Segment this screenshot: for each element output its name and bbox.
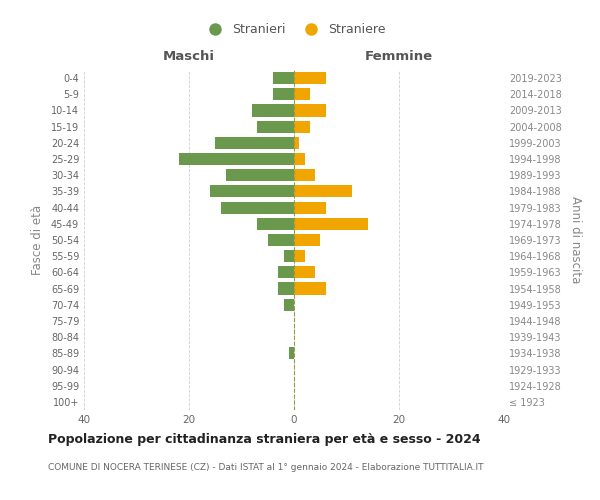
Bar (294, 202, 325, 213)
Bar (294, 266, 315, 278)
Bar (252, 104, 294, 117)
Bar (268, 234, 294, 246)
Bar (284, 250, 294, 262)
Bar (257, 218, 294, 230)
Bar (278, 266, 294, 278)
Bar (294, 72, 325, 84)
Text: Popolazione per cittadinanza straniera per età e sesso - 2024: Popolazione per cittadinanza straniera p… (48, 432, 481, 446)
Bar (226, 169, 294, 181)
Bar (273, 88, 294, 101)
Bar (294, 250, 305, 262)
Bar (294, 120, 310, 132)
Bar (294, 186, 352, 198)
Text: Femmine: Femmine (365, 50, 433, 62)
Text: COMUNE DI NOCERA TERINESE (CZ) - Dati ISTAT al 1° gennaio 2024 - Elaborazione TU: COMUNE DI NOCERA TERINESE (CZ) - Dati IS… (48, 462, 484, 471)
Bar (294, 153, 305, 165)
Legend: Stranieri, Straniere: Stranieri, Straniere (197, 18, 391, 42)
Y-axis label: Fasce di età: Fasce di età (31, 205, 44, 275)
Bar (179, 153, 294, 165)
Bar (210, 186, 294, 198)
Bar (294, 282, 325, 294)
Y-axis label: Anni di nascita: Anni di nascita (569, 196, 581, 284)
Bar (294, 234, 320, 246)
Bar (215, 137, 294, 149)
Bar (278, 282, 294, 294)
Bar (294, 137, 299, 149)
Bar (294, 218, 367, 230)
Bar (294, 169, 315, 181)
Bar (289, 348, 294, 360)
Bar (284, 298, 294, 311)
Bar (221, 202, 294, 213)
Bar (294, 88, 310, 101)
Text: Maschi: Maschi (163, 50, 215, 62)
Bar (273, 72, 294, 84)
Bar (257, 120, 294, 132)
Bar (294, 104, 325, 117)
